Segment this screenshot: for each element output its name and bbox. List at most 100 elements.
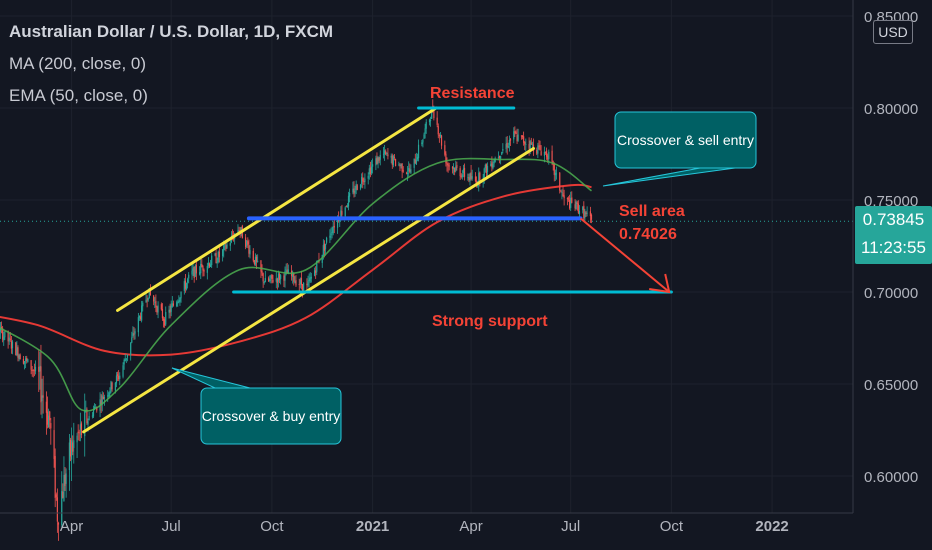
candle-body xyxy=(538,145,540,147)
candle-body xyxy=(141,305,143,321)
candle-body xyxy=(268,278,270,281)
candle-body xyxy=(271,274,273,279)
candle-body xyxy=(463,167,466,177)
candle-body xyxy=(26,357,28,361)
candle-body xyxy=(384,150,386,154)
candle-body xyxy=(119,375,121,379)
candle-body xyxy=(460,175,462,177)
candle-body xyxy=(45,401,48,413)
candle-body xyxy=(9,338,11,340)
candle-body xyxy=(3,336,5,341)
candle-body xyxy=(41,395,43,401)
candle-body xyxy=(118,375,120,380)
candle-body xyxy=(286,270,288,274)
candle-body xyxy=(61,491,63,525)
candle-body xyxy=(0,328,2,332)
candle-body xyxy=(375,158,377,166)
candle-body xyxy=(193,267,195,279)
candle-body xyxy=(23,361,26,364)
candle-body xyxy=(490,163,492,167)
candle-body xyxy=(583,205,585,219)
candle-body xyxy=(46,411,49,425)
price-tick-label: 0.60000 xyxy=(864,469,918,486)
candle-body xyxy=(48,415,50,428)
candle-body xyxy=(447,163,449,166)
candle-body xyxy=(300,277,303,286)
candle-body xyxy=(341,211,343,215)
candle-body xyxy=(63,475,65,502)
time-tick-label: Oct xyxy=(660,518,684,535)
candle-body xyxy=(408,168,410,172)
sell-callout-tail xyxy=(602,167,736,187)
candle-body xyxy=(57,523,60,525)
candle-body xyxy=(537,145,539,154)
candle-body xyxy=(154,302,156,304)
ema-legend[interactable]: EMA (50, close, 0) xyxy=(9,86,148,105)
candle-body xyxy=(371,164,374,167)
candle-body xyxy=(570,197,572,208)
candle-body xyxy=(551,150,553,162)
candle-body xyxy=(544,151,547,153)
candle-body xyxy=(505,143,507,149)
channel-upper-line xyxy=(116,106,438,312)
time-tick-label: Apr xyxy=(459,518,482,535)
candle-body xyxy=(400,164,402,166)
candle-body xyxy=(448,165,450,167)
candle-body xyxy=(409,169,411,172)
candle-body xyxy=(88,416,90,421)
time-tick-label: 2021 xyxy=(356,518,389,535)
candle-body xyxy=(188,274,190,279)
candle-body xyxy=(64,474,66,486)
candle-body xyxy=(417,144,420,159)
candle-body xyxy=(516,135,518,142)
candle-body xyxy=(210,264,212,268)
candle-body xyxy=(295,280,297,286)
candle-body xyxy=(285,269,287,271)
candle-body xyxy=(177,301,179,304)
candle-body xyxy=(421,142,423,145)
candle-body xyxy=(494,158,496,163)
candle-body xyxy=(148,287,150,299)
candle-body xyxy=(77,431,79,433)
symbol-title[interactable]: Australian Dollar / U.S. Dollar, 1D, FXC… xyxy=(9,22,334,41)
candle-body xyxy=(509,138,512,141)
ma-legend[interactable]: MA (200, close, 0) xyxy=(9,54,147,73)
candle-body xyxy=(130,342,132,355)
candle-body xyxy=(17,347,19,358)
candle-body xyxy=(246,240,248,246)
candle-body xyxy=(485,164,488,174)
candle-body xyxy=(102,396,104,400)
candle-body xyxy=(277,273,280,282)
candle-body xyxy=(108,392,110,397)
candle-body xyxy=(195,264,197,274)
candle-body xyxy=(27,359,29,363)
candle-body xyxy=(567,198,570,200)
candle-body xyxy=(500,156,502,159)
buy-callout-box xyxy=(200,387,342,445)
candle-body xyxy=(224,243,226,245)
candle-body xyxy=(349,193,351,197)
buy-callout-tail xyxy=(171,367,251,389)
candle-body xyxy=(264,278,266,283)
candle-body xyxy=(226,244,228,248)
candle-body xyxy=(585,212,587,214)
candle-body xyxy=(536,150,538,154)
candle-body xyxy=(111,382,113,390)
candle-body xyxy=(440,135,443,146)
candle-body xyxy=(34,366,37,372)
candle-body xyxy=(294,281,296,284)
time-tick-label: Jul xyxy=(162,518,181,535)
candle-body xyxy=(225,245,227,249)
candle-body xyxy=(132,333,134,337)
candle-body xyxy=(38,366,40,372)
candle-body xyxy=(39,365,41,372)
candle-body xyxy=(131,337,133,343)
candle-body xyxy=(339,220,341,222)
price-tick-label: 0.80000 xyxy=(864,101,918,118)
candle-body xyxy=(574,204,576,209)
price-tick-label: 0.70000 xyxy=(864,285,918,302)
currency-button[interactable]: USD xyxy=(873,20,913,44)
candle-body xyxy=(370,166,373,174)
candle-body xyxy=(307,281,309,286)
